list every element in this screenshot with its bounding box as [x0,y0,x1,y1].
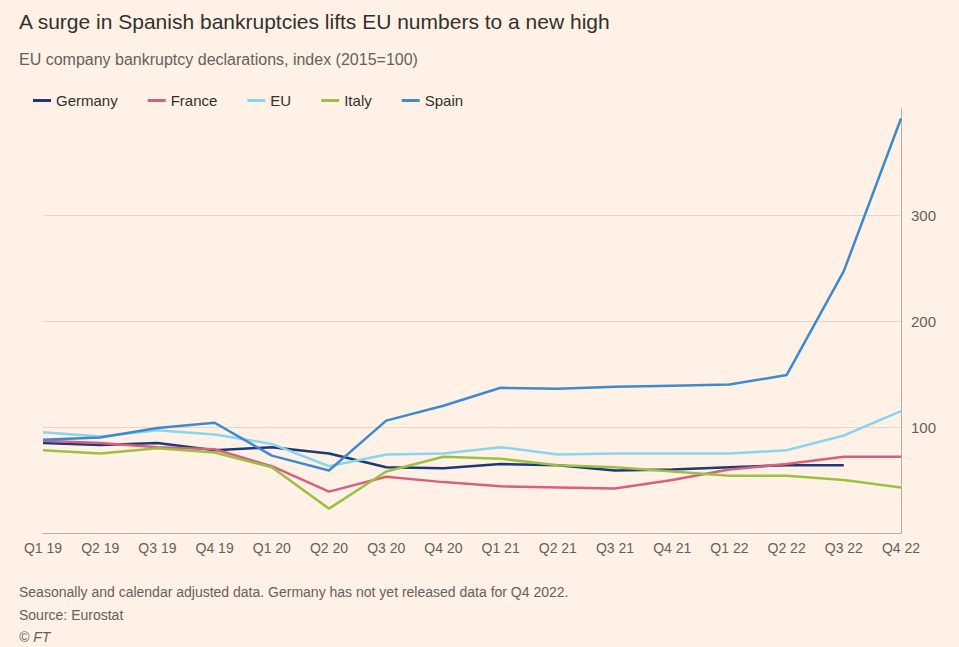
svg-text:Q2 19: Q2 19 [81,540,119,556]
svg-text:Source: Eurostat: Source: Eurostat [19,607,123,623]
svg-text:Q2 21: Q2 21 [539,540,577,556]
svg-text:Q2 20: Q2 20 [310,540,348,556]
svg-text:Q4 20: Q4 20 [424,540,462,556]
svg-text:Q3 22: Q3 22 [825,540,863,556]
svg-text:Italy: Italy [344,92,372,109]
svg-text:Q4 21: Q4 21 [653,540,691,556]
svg-text:A surge in Spanish bankruptcie: A surge in Spanish bankruptcies lifts EU… [19,10,610,33]
svg-text:200: 200 [911,313,936,330]
svg-text:300: 300 [911,207,936,224]
svg-text:Spain: Spain [425,92,463,109]
svg-text:Q1 21: Q1 21 [482,540,520,556]
svg-text:© FT: © FT [19,629,52,645]
svg-text:Q4 22: Q4 22 [882,540,920,556]
svg-text:Q2 22: Q2 22 [768,540,806,556]
svg-text:Q3 20: Q3 20 [367,540,405,556]
svg-text:Seasonally and calendar adjust: Seasonally and calendar adjusted data. G… [19,584,568,600]
svg-text:Q3 21: Q3 21 [596,540,634,556]
svg-text:EU company bankruptcy declarat: EU company bankruptcy declarations, inde… [19,51,418,68]
svg-text:Germany: Germany [56,92,118,109]
svg-text:Q3 19: Q3 19 [138,540,176,556]
svg-text:France: France [171,92,218,109]
svg-text:EU: EU [270,92,291,109]
svg-text:Q4 19: Q4 19 [196,540,234,556]
svg-text:Q1 20: Q1 20 [253,540,291,556]
svg-text:100: 100 [911,419,936,436]
svg-text:Q1 22: Q1 22 [710,540,748,556]
svg-text:Q1 19: Q1 19 [24,540,62,556]
